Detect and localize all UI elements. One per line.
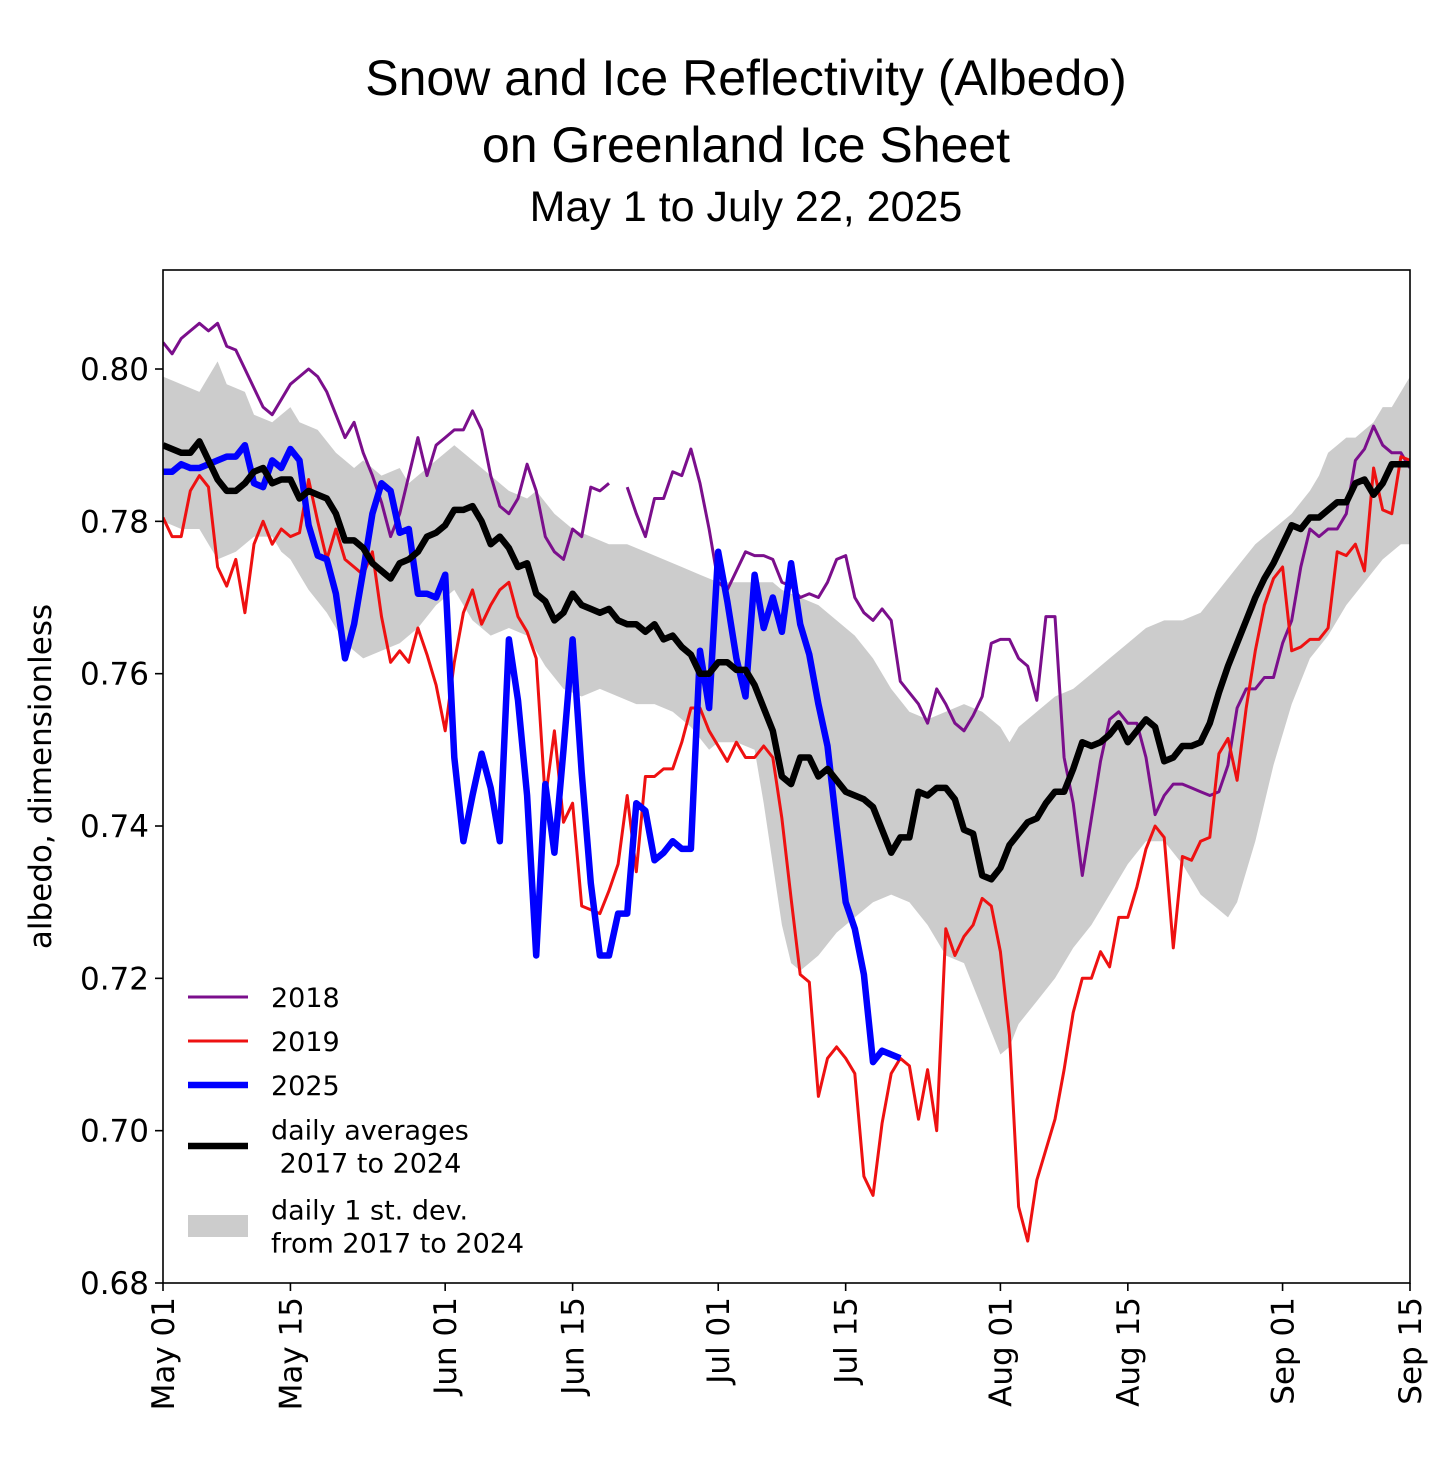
- chart-title-line-1: Snow and Ice Reflectivity (Albedo): [365, 50, 1127, 106]
- std-dev-band: [163, 361, 1410, 1055]
- y-tick-label: 0.68: [80, 1266, 149, 1302]
- y-tick-label: 0.72: [80, 961, 149, 997]
- y-tick-label: 0.78: [80, 504, 149, 540]
- series-line-daily-averages-2017-to-2024-0: [163, 438, 1410, 883]
- series-line-2025-0: [163, 441, 902, 1066]
- legend-label: 2025: [271, 1071, 340, 1102]
- y-tick-label: 0.70: [80, 1114, 149, 1150]
- y-tick-label: 0.76: [80, 657, 149, 693]
- legend-label: daily 1 st. dev.: [271, 1196, 468, 1227]
- legend-label: 2019: [271, 1027, 340, 1058]
- legend-label: daily averages: [271, 1116, 469, 1147]
- x-tick-label: May 01: [146, 1297, 182, 1410]
- chart-title-line-2: on Greenland Ice Sheet: [481, 117, 1011, 173]
- x-tick-label: Sep 15: [1393, 1297, 1429, 1405]
- y-tick-label: 0.74: [80, 809, 149, 845]
- x-tick-label: Sep 01: [1266, 1297, 1302, 1405]
- legend-label: from 2017 to 2024: [271, 1229, 524, 1260]
- x-tick-label: Jun 01: [428, 1297, 464, 1397]
- x-tick-label: Jun 15: [556, 1297, 592, 1397]
- chart-subtitle: May 1 to July 22, 2025: [529, 183, 963, 231]
- x-tick-label: May 15: [273, 1297, 309, 1410]
- y-tick-label: 0.80: [80, 352, 149, 388]
- series-line-2018-2: [625, 424, 1410, 877]
- y-axis-label: albedo, dimensionless: [23, 604, 59, 949]
- legend-label: 2017 to 2024: [271, 1149, 461, 1180]
- legend-label: 2018: [271, 983, 340, 1014]
- legend-swatch-band: [188, 1215, 248, 1237]
- x-tick-label: Jul 15: [829, 1297, 865, 1386]
- series-line-2018-0: [163, 321, 610, 561]
- x-tick-label: Aug 15: [1111, 1297, 1147, 1407]
- plot-frame: [162, 269, 1411, 1284]
- x-tick-label: Jul 01: [701, 1297, 737, 1386]
- x-tick-label: Aug 01: [983, 1297, 1019, 1407]
